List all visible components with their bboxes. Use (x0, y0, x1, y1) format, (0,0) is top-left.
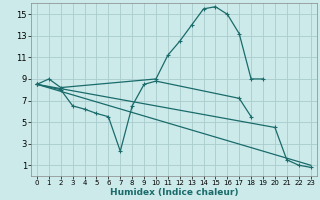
X-axis label: Humidex (Indice chaleur): Humidex (Indice chaleur) (109, 188, 238, 197)
